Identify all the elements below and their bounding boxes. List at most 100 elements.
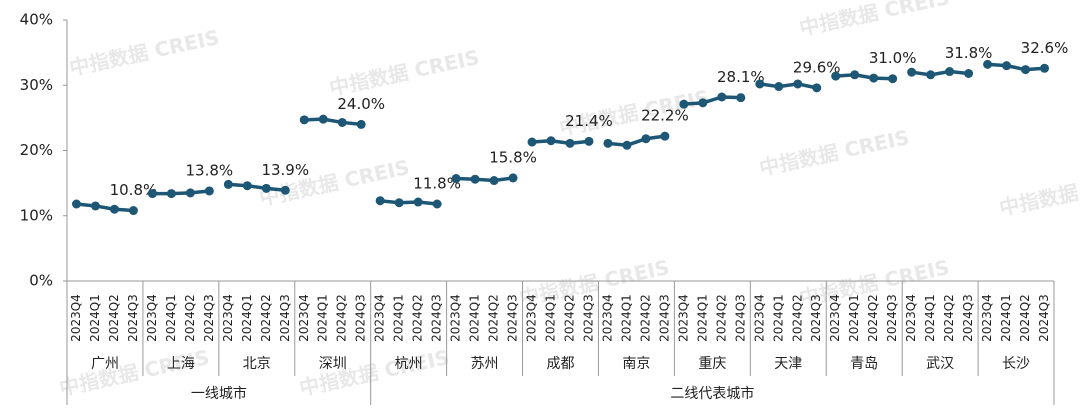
data-point (242, 181, 252, 191)
watermark: 中指数据 CREIS (797, 0, 951, 40)
data-point (451, 174, 461, 184)
data-label: 21.4% (565, 112, 613, 130)
city-label: 重庆 (698, 356, 726, 372)
data-point (907, 67, 917, 77)
city-label: 武汉 (926, 356, 954, 372)
y-tick-label: 10% (20, 206, 53, 224)
x-tick-label: 2024Q2 (942, 294, 956, 342)
data-point (888, 74, 898, 84)
data-label: 28.1% (717, 68, 765, 86)
x-tick-label: 2023Q4 (676, 294, 690, 342)
x-tick-label: 2024Q2 (107, 294, 121, 342)
data-point (812, 83, 822, 93)
x-tick-label: 2023Q4 (600, 294, 614, 342)
x-tick-label: 2024Q2 (714, 294, 728, 342)
data-point (318, 114, 328, 124)
data-point (166, 189, 176, 199)
series-line (683, 95, 741, 106)
x-tick-label: 2024Q2 (259, 294, 273, 342)
data-point (622, 140, 632, 150)
data-point (641, 134, 651, 144)
x-tick-label: 2024Q3 (1037, 294, 1051, 342)
data-label: 13.9% (261, 161, 309, 179)
x-tick-label: 2024Q2 (866, 294, 880, 342)
data-point (793, 79, 803, 89)
data-point (527, 137, 537, 147)
x-tick-label: 2023Q4 (828, 294, 842, 342)
data-point (546, 136, 556, 146)
x-tick-label: 2024Q3 (354, 294, 368, 342)
watermark: 中指数据 CREIS (297, 345, 451, 400)
data-point (1021, 65, 1031, 75)
x-tick-label: 2024Q3 (506, 294, 520, 342)
series-line (304, 117, 362, 127)
data-label: 32.6% (1021, 39, 1069, 57)
data-point (128, 206, 138, 216)
y-tick-label: 40% (20, 11, 53, 29)
data-point (90, 201, 100, 211)
data-point (280, 185, 290, 195)
data-point (717, 92, 727, 102)
data-label: 29.6% (793, 58, 841, 76)
x-tick-label: 2024Q1 (544, 294, 558, 342)
x-tick-label: 2024Q1 (164, 294, 178, 342)
series-line (228, 182, 286, 193)
x-tick-label: 2024Q3 (809, 294, 823, 342)
x-tick-label: 2024Q2 (183, 294, 197, 342)
data-point (261, 183, 271, 193)
data-label: 13.8% (186, 161, 234, 179)
data-point (337, 117, 347, 127)
city-label: 青岛 (850, 356, 878, 372)
city-label: 成都 (547, 356, 575, 372)
data-label: 10.8% (110, 181, 158, 199)
y-tick-label: 30% (20, 76, 53, 94)
x-tick-label: 2024Q2 (487, 294, 501, 342)
data-point (470, 174, 480, 184)
x-tick-label: 2023Q4 (525, 294, 539, 342)
series-line (531, 138, 590, 146)
x-tick-label: 2023Q4 (373, 294, 387, 342)
x-tick-label: 2024Q1 (923, 294, 937, 342)
x-tick-label: 2023Q4 (904, 294, 918, 342)
city-label: 长沙 (1002, 356, 1030, 372)
series-line (456, 176, 514, 183)
data-label: 15.8% (489, 148, 537, 166)
watermark: 中指数据 CREIS (327, 45, 481, 100)
series-line (759, 82, 818, 90)
data-point (489, 176, 499, 186)
data-point (413, 197, 423, 207)
data-point (774, 82, 784, 92)
series-line (152, 189, 210, 196)
tier-label: 一线城市 (191, 385, 247, 402)
city-label: 杭州 (395, 356, 423, 372)
x-tick-label: 2024Q1 (771, 294, 785, 342)
data-point (71, 199, 81, 209)
x-tick-label: 2023Q4 (297, 294, 311, 342)
data-point (299, 115, 309, 125)
data-point (660, 131, 670, 141)
x-tick-label: 2024Q1 (88, 294, 102, 342)
x-tick-label: 2024Q3 (657, 294, 671, 342)
city-label: 天津 (774, 356, 802, 372)
data-point (584, 136, 594, 146)
data-point (831, 71, 841, 81)
data-point (755, 79, 765, 89)
data-point (850, 70, 860, 80)
data-point (736, 93, 746, 103)
x-tick-label: 2024Q1 (999, 294, 1013, 342)
data-point (945, 67, 955, 77)
data-point (869, 73, 879, 83)
data-point (603, 138, 613, 148)
data-point (432, 199, 442, 209)
x-tick-label: 2024Q2 (638, 294, 652, 342)
x-tick-label: 2024Q1 (240, 294, 254, 342)
series-line (76, 202, 134, 213)
series-line (911, 69, 969, 77)
x-tick-label: 2024Q3 (430, 294, 444, 342)
data-point (394, 198, 404, 208)
x-tick-label: 2024Q3 (581, 294, 595, 342)
data-point (109, 204, 119, 214)
data-label: 22.2% (641, 107, 689, 125)
data-point (375, 196, 385, 206)
city-label: 南京 (622, 356, 650, 372)
